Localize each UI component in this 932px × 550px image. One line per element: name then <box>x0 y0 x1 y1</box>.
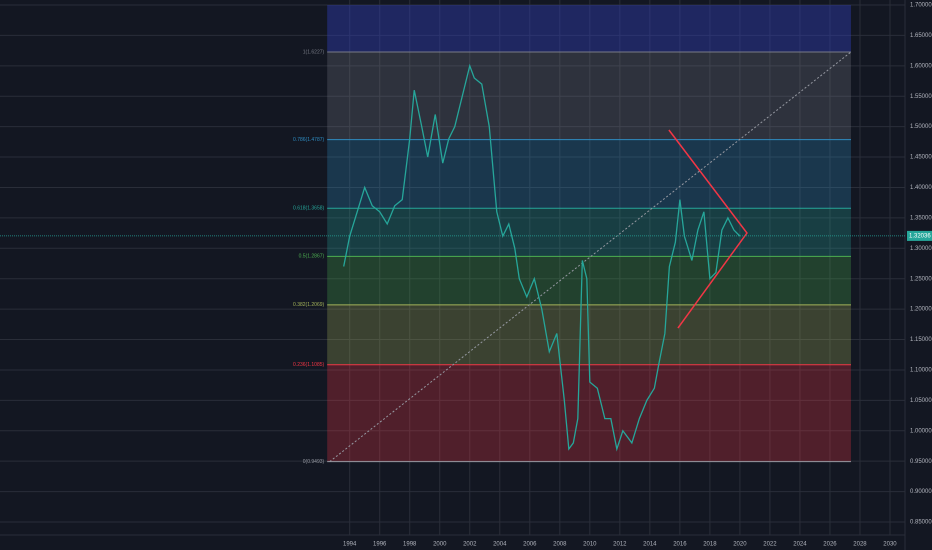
y-tick-label: 1.65000 <box>910 33 932 39</box>
fib-zone <box>327 52 851 140</box>
x-tick-label: 2020 <box>733 542 747 548</box>
fib-level-label: 0.618(1.3658) <box>293 206 324 212</box>
y-tick-label: 1.45000 <box>910 155 932 161</box>
y-tick-label: 0.90000 <box>910 489 932 495</box>
x-tick-label: 2014 <box>643 542 657 548</box>
y-tick-label: 1.20000 <box>910 307 932 313</box>
x-tick-label: 2016 <box>673 542 687 548</box>
fib-level-label: 0.236(1.1085) <box>293 362 324 368</box>
fib-level-label: 0.5(1.2867) <box>299 254 325 260</box>
x-tick-label: 2024 <box>793 542 807 548</box>
last-price-box <box>907 230 932 241</box>
y-tick-label: 1.00000 <box>910 428 932 434</box>
y-tick-label: 1.60000 <box>910 63 932 69</box>
x-tick-label: 2000 <box>433 542 447 548</box>
y-tick-label: 1.05000 <box>910 398 932 404</box>
fib-zone <box>327 139 851 209</box>
last-price-label: 1.32036 <box>909 233 931 239</box>
x-tick-label: 2022 <box>763 542 777 548</box>
trend-line <box>668 129 748 329</box>
x-tick-label: 2018 <box>703 542 717 548</box>
x-tick-label: 1994 <box>343 542 357 548</box>
y-tick-label: 1.15000 <box>910 337 932 343</box>
fib-level-label: 0(0.9493) <box>303 459 325 465</box>
y-tick-label: 1.10000 <box>910 368 932 374</box>
x-tick-label: 2002 <box>463 542 477 548</box>
fib-zone <box>327 364 851 462</box>
x-tick-label: 2006 <box>523 542 537 548</box>
y-tick-label: 0.85000 <box>910 520 932 526</box>
y-tick-label: 1.70000 <box>910 3 932 9</box>
x-tick-label: 2030 <box>883 542 897 548</box>
y-tick-label: 1.25000 <box>910 276 932 282</box>
y-tick-label: 1.35000 <box>910 215 932 221</box>
x-tick-label: 2010 <box>583 542 597 548</box>
trend-line <box>329 51 852 462</box>
y-tick-label: 1.55000 <box>910 94 932 100</box>
fib-level-label: 1(1.6227) <box>303 49 325 55</box>
y-tick-label: 0.95000 <box>910 459 932 465</box>
x-tick-label: 1996 <box>373 542 387 548</box>
y-tick-label: 1.40000 <box>910 185 932 191</box>
fib-level-label: 0.382(1.2069) <box>293 302 324 308</box>
x-tick-label: 2004 <box>493 542 507 548</box>
x-tick-label: 1998 <box>403 542 417 548</box>
fib-zone <box>327 208 851 257</box>
price-line <box>343 63 741 452</box>
fib-zone <box>327 256 851 305</box>
y-tick-label: 1.30000 <box>910 246 932 252</box>
x-tick-label: 2026 <box>823 542 837 548</box>
x-tick-label: 2008 <box>553 542 567 548</box>
x-tick-label: 2012 <box>613 542 627 548</box>
x-tick-label: 2028 <box>853 542 867 548</box>
y-tick-label: 1.50000 <box>910 124 932 130</box>
fib-level-label: 0.786(1.4787) <box>293 137 324 143</box>
fib-top-zone <box>327 5 851 53</box>
